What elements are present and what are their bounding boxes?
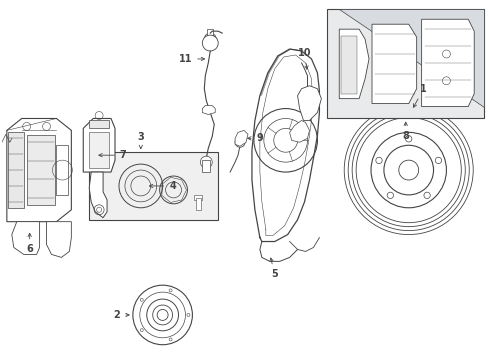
Polygon shape <box>235 130 247 146</box>
Text: 9: 9 <box>247 133 263 143</box>
Polygon shape <box>8 132 24 208</box>
Bar <box>89 121 109 129</box>
Bar <box>196 198 201 210</box>
Bar <box>194 195 202 200</box>
Polygon shape <box>421 19 473 107</box>
Bar <box>341 36 356 94</box>
Polygon shape <box>297 86 321 121</box>
Polygon shape <box>7 118 71 222</box>
Bar <box>94 202 98 208</box>
Polygon shape <box>371 24 416 104</box>
Text: 8: 8 <box>402 122 408 141</box>
Circle shape <box>202 35 218 51</box>
Text: 6: 6 <box>26 233 33 255</box>
Bar <box>94 178 98 184</box>
Bar <box>94 198 101 202</box>
Bar <box>56 145 68 195</box>
Text: 7: 7 <box>99 150 126 160</box>
Text: 5: 5 <box>269 258 278 279</box>
Polygon shape <box>89 172 107 218</box>
Text: 11: 11 <box>178 54 204 64</box>
Text: 4: 4 <box>149 181 176 191</box>
Bar <box>202 160 210 172</box>
Bar <box>207 29 213 39</box>
Circle shape <box>200 156 212 168</box>
Text: 1: 1 <box>413 84 426 107</box>
Polygon shape <box>202 105 215 114</box>
Polygon shape <box>289 121 309 142</box>
Polygon shape <box>339 9 483 107</box>
Text: 3: 3 <box>137 132 144 149</box>
Circle shape <box>204 33 216 45</box>
Bar <box>89 152 218 220</box>
Polygon shape <box>27 135 55 205</box>
Bar <box>326 9 483 118</box>
Polygon shape <box>12 222 40 255</box>
Text: 2: 2 <box>113 310 129 320</box>
Circle shape <box>235 137 244 147</box>
Polygon shape <box>89 132 109 168</box>
Bar <box>94 174 101 178</box>
Polygon shape <box>339 29 368 99</box>
Polygon shape <box>83 118 115 172</box>
Polygon shape <box>46 222 71 257</box>
Text: 10: 10 <box>297 48 311 69</box>
